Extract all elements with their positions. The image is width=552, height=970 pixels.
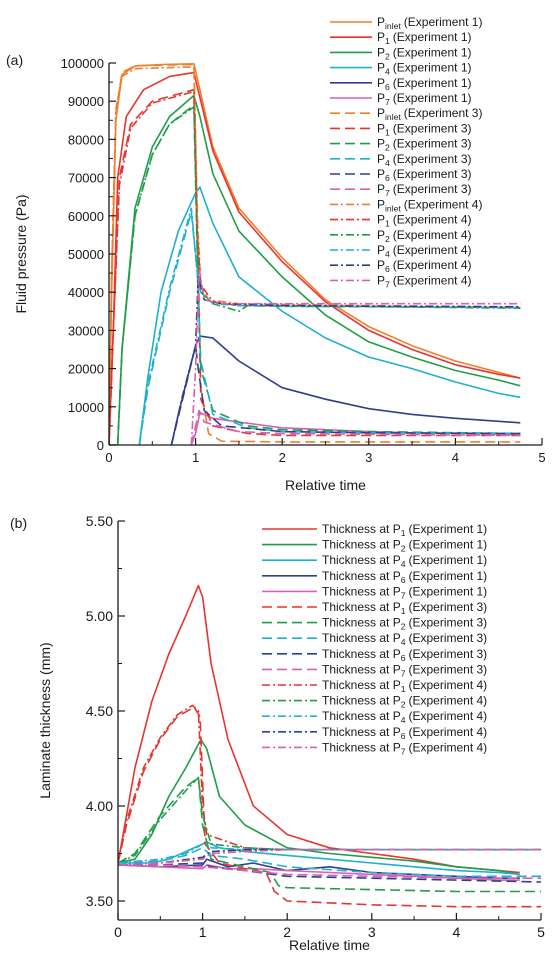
legend-entry: Thickness at P6 (Experiment 3) xyxy=(322,647,487,663)
x-tick-label: 4 xyxy=(452,450,459,465)
series-line-4 xyxy=(170,335,521,445)
legend-entry: P7 (Experiment 1) xyxy=(377,91,472,107)
series-line-16 xyxy=(170,276,521,445)
legend-entry: Thickness at P7 (Experiment 4) xyxy=(322,740,487,756)
panel-a: (a) 0 1 2 3 4 5 0 10000 20000 30000 40000 50000 60000… xyxy=(6,15,546,493)
legend-entry: P1 (Experiment 1) xyxy=(377,30,472,46)
y-tick-label: 100000 xyxy=(61,56,104,71)
y-tick-label: 4.00 xyxy=(86,798,113,814)
y-tick-label: 10000 xyxy=(68,400,104,415)
x-tick-label: 3 xyxy=(368,924,376,940)
legend-entry: Thickness at P6 (Experiment 4) xyxy=(322,725,487,741)
series-line-2 xyxy=(109,94,521,445)
series-line-17 xyxy=(190,268,521,445)
legend-entry: P6 (Experiment 1) xyxy=(377,76,472,92)
x-tick-label: 1 xyxy=(199,924,207,940)
y-axis-title: Laminate thickness (mm) xyxy=(37,642,53,798)
series-line-12 xyxy=(109,66,521,445)
x-tick-label: 5 xyxy=(538,450,545,465)
series-line-0 xyxy=(118,584,520,874)
y-tick-label: 30000 xyxy=(68,323,104,338)
series-line-5 xyxy=(118,706,541,908)
legend-entry: Pinlet (Experiment 3) xyxy=(377,106,482,122)
y-tick-label: 70000 xyxy=(68,171,104,186)
y-tick-label: 5.50 xyxy=(86,513,113,529)
x-tick-label: 5 xyxy=(537,924,545,940)
series-group xyxy=(118,584,541,908)
x-tick-label: 0 xyxy=(114,924,122,940)
legend-entry: Thickness at P2 (Experiment 3) xyxy=(322,616,487,632)
series-line-14 xyxy=(118,848,541,866)
series-line-5 xyxy=(190,411,521,445)
legend: Pinlet (Experiment 1)P1 (Experiment 1)P2 (E… xyxy=(330,15,482,289)
series-line-6 xyxy=(118,776,541,893)
series-line-7 xyxy=(118,847,541,878)
panel-label: (a) xyxy=(6,52,23,68)
legend-entry: P2 (Experiment 3) xyxy=(377,137,472,153)
legend-entry: Pinlet (Experiment 4) xyxy=(377,197,482,213)
y-tick-label: 80000 xyxy=(68,132,104,147)
series-line-9 xyxy=(118,864,541,879)
y-tick-label: 4.50 xyxy=(86,703,113,719)
series-line-13 xyxy=(109,90,521,445)
series-line-2 xyxy=(118,841,520,876)
y-axis-title: Fluid pressure (Pa) xyxy=(13,194,29,313)
y-tick-label: 40000 xyxy=(68,285,104,300)
legend-entry: P1 (Experiment 3) xyxy=(377,121,472,137)
legend-entry: Thickness at P4 (Experiment 1) xyxy=(322,553,487,569)
series-line-12 xyxy=(118,843,541,864)
series-line-11 xyxy=(118,776,541,864)
legend-entry: Thickness at P7 (Experiment 1) xyxy=(322,584,487,600)
y-tick-label: 90000 xyxy=(68,94,104,109)
series-line-9 xyxy=(138,211,521,445)
legend-entry: P6 (Experiment 4) xyxy=(377,258,472,274)
series-line-13 xyxy=(118,848,541,866)
panel-label: (b) xyxy=(10,515,27,531)
legend-entry: P2 (Experiment 1) xyxy=(377,45,472,61)
legend-entry: Thickness at P2 (Experiment 1) xyxy=(322,538,487,554)
legend-entry: P7 (Experiment 3) xyxy=(377,182,472,198)
legend-entry: Pinlet (Experiment 1) xyxy=(377,15,482,31)
legend: Thickness at P1 (Experiment 1)Thickness a… xyxy=(262,522,487,756)
y-tick-label: 60000 xyxy=(68,209,104,224)
y-tick-label: 50000 xyxy=(68,247,104,262)
legend-entry: Thickness at P2 (Experiment 4) xyxy=(322,694,487,710)
legend-entry: P4 (Experiment 4) xyxy=(377,243,472,259)
legend-entry: Thickness at P4 (Experiment 4) xyxy=(322,709,487,725)
legend-entry: Thickness at P1 (Experiment 4) xyxy=(322,678,487,694)
series-line-3 xyxy=(138,186,521,445)
legend-entry: P6 (Experiment 3) xyxy=(377,167,472,183)
series-line-1 xyxy=(109,71,521,445)
series-group xyxy=(109,63,521,445)
x-axis-title: Relative time xyxy=(289,937,370,953)
x-tick-label: 2 xyxy=(279,450,286,465)
x-tick-label: 0 xyxy=(105,450,112,465)
x-tick-label: 4 xyxy=(453,924,461,940)
series-line-15 xyxy=(138,207,521,445)
x-tick-label: 1 xyxy=(192,450,199,465)
legend-entry: Thickness at P4 (Experiment 3) xyxy=(322,631,487,647)
legend-entry: P1 (Experiment 4) xyxy=(377,213,472,229)
x-axis-title: Relative time xyxy=(285,477,366,493)
legend-entry: P4 (Experiment 3) xyxy=(377,152,472,168)
y-tick-label: 3.50 xyxy=(86,893,113,909)
x-tick-label: 2 xyxy=(283,924,291,940)
legend-entry: P7 (Experiment 4) xyxy=(377,273,472,289)
legend-entry: P4 (Experiment 1) xyxy=(377,61,472,77)
legend-entry: P2 (Experiment 4) xyxy=(377,228,472,244)
legend-entry: Thickness at P1 (Experiment 3) xyxy=(322,600,487,616)
x-tick-label: 3 xyxy=(365,450,372,465)
series-line-11 xyxy=(190,409,521,445)
legend-entry: Thickness at P1 (Experiment 1) xyxy=(322,522,487,538)
legend-entry: Thickness at P6 (Experiment 1) xyxy=(322,569,487,585)
panel-b: (b) 0 1 2 3 4 5 3.50 4.00 4.50 5.00 5.50 Relative ti… xyxy=(10,513,545,953)
y-tick-label: 0 xyxy=(97,438,104,453)
legend-entry: Thickness at P7 (Experiment 3) xyxy=(322,662,487,678)
y-tick-label: 5.00 xyxy=(86,608,113,624)
y-tick-label: 20000 xyxy=(68,362,104,377)
